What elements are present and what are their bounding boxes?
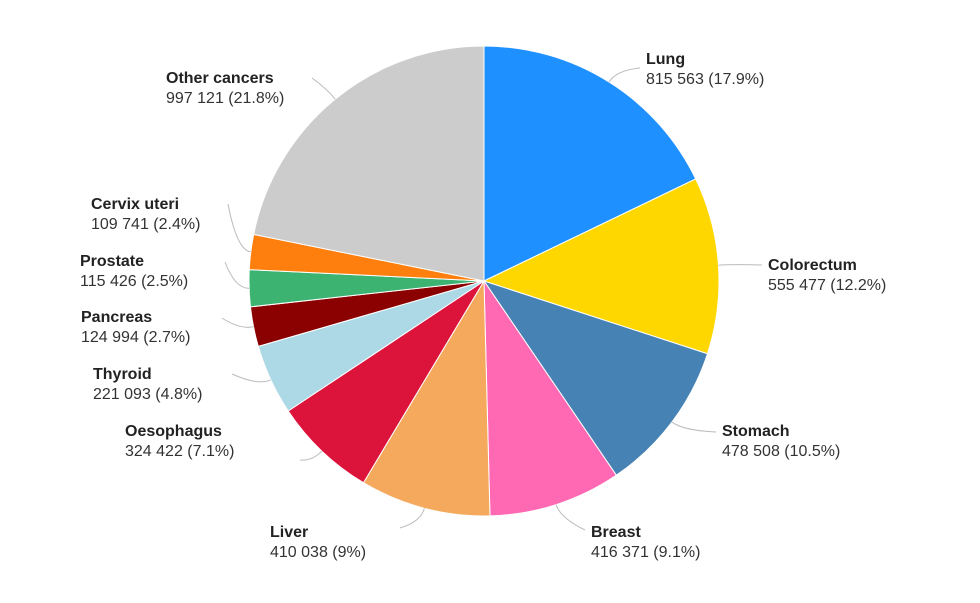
leader-line xyxy=(608,67,641,83)
data-label-name: Prostate xyxy=(80,253,145,270)
data-label: Stomach 478 508 (10.5%) xyxy=(722,422,840,462)
data-label: Breast 416 371 (9.1%) xyxy=(591,523,700,563)
data-label: Thyroid 221 093 (4.8%) xyxy=(93,365,202,405)
data-label-value: 997 121 (21.8%) xyxy=(166,90,285,107)
pie-slice-stomach[interactable] xyxy=(482,280,709,476)
data-label-name: Pancreas xyxy=(81,309,153,326)
leader-line xyxy=(399,508,425,529)
data-label-value: 478 508 (10.5%) xyxy=(722,443,841,460)
data-label: Lung 815 563 (17.9%) xyxy=(646,50,764,90)
data-label-name: Lung xyxy=(646,51,686,68)
data-label-name: Other cancers xyxy=(166,70,274,87)
data-label: Pancreas 124 994 (2.7%) xyxy=(81,308,190,348)
data-label-name: Liver xyxy=(270,524,309,541)
leader-line xyxy=(671,421,717,433)
data-label-name: Oesophagus xyxy=(125,423,222,440)
pie-slice-oesophagus[interactable] xyxy=(287,280,485,484)
leader-line xyxy=(311,77,336,100)
leader-line xyxy=(221,317,254,328)
leader-line xyxy=(231,373,272,383)
data-label-value: 109 741 (2.4%) xyxy=(91,216,201,233)
data-label: Liver 410 038 (9%) xyxy=(270,523,366,563)
leader-line xyxy=(718,264,763,266)
data-label-value: 115 426 (2.5%) xyxy=(80,273,189,290)
data-label-value: 324 422 (7.1%) xyxy=(125,443,235,460)
pie-slice-breast[interactable] xyxy=(483,279,617,517)
data-label: Oesophagus 324 422 (7.1%) xyxy=(125,422,234,462)
data-label-value: 124 994 (2.7%) xyxy=(81,329,191,346)
data-label-name: Cervix uteri xyxy=(91,196,180,213)
leader-line xyxy=(299,450,323,461)
leader-line xyxy=(227,203,251,253)
leader-line xyxy=(224,261,250,289)
data-label: Other cancers 997 121 (21.8%) xyxy=(166,69,284,109)
data-label: Prostate 115 426 (2.5%) xyxy=(80,252,188,292)
data-label: Cervix uteri 109 741 (2.4%) xyxy=(91,195,200,235)
data-label-value: 815 563 (17.9%) xyxy=(646,71,765,88)
data-label-value: 410 038 (9%) xyxy=(270,544,367,561)
data-label-name: Breast xyxy=(591,524,641,541)
data-label-name: Colorectum xyxy=(768,257,857,274)
data-label-value: 416 371 (9.1%) xyxy=(591,544,701,561)
data-label-value: 555 477 (12.2%) xyxy=(768,277,887,294)
data-label-name: Thyroid xyxy=(93,366,152,383)
data-label-name: Stomach xyxy=(722,423,790,440)
pie-slice-colorectum[interactable] xyxy=(482,178,720,355)
data-label-value: 221 093 (4.8%) xyxy=(93,386,203,403)
data-label: Colorectum 555 477 (12.2%) xyxy=(768,256,886,296)
leader-line xyxy=(555,504,586,531)
pie-slice-lung[interactable] xyxy=(483,45,697,282)
pie-slice-liver[interactable] xyxy=(362,279,491,517)
